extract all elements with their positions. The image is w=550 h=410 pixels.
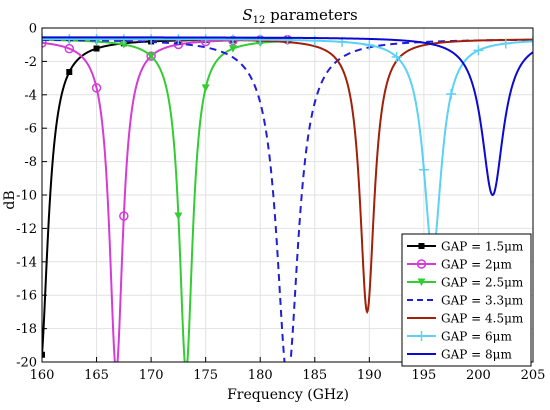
plot-area xyxy=(42,34,533,362)
series-line xyxy=(42,38,288,362)
x-tick-label: 185 xyxy=(302,368,327,383)
legend-label: GAP = 8μm xyxy=(441,348,512,362)
x-axis-label: Frequency (GHz) xyxy=(227,387,349,403)
y-axis-label: dB xyxy=(2,190,18,209)
series-marker xyxy=(174,212,183,221)
series-7 xyxy=(42,36,533,197)
y-tick-label: -8 xyxy=(24,155,37,170)
series-marker xyxy=(119,211,129,221)
y-tick-label: -18 xyxy=(16,322,37,337)
series-marker xyxy=(93,45,100,52)
x-tick-label: 200 xyxy=(466,368,491,383)
x-tick-label: 175 xyxy=(193,368,218,383)
series-marker xyxy=(119,40,128,49)
chart-title: S12 parameters xyxy=(242,6,357,26)
y-tick-label: -4 xyxy=(24,88,37,103)
x-tick-label: 180 xyxy=(248,368,273,383)
y-tick-label: 0 xyxy=(29,22,37,37)
x-tick-label: 165 xyxy=(84,368,109,383)
series-marker xyxy=(201,84,210,92)
x-axis-ticks: 160 165 170 175 180 185 190 195 200 205 xyxy=(30,357,546,383)
legend-label: GAP = 2μm xyxy=(441,258,512,272)
series-marker xyxy=(42,38,47,48)
x-tick-label: 190 xyxy=(357,368,382,383)
series-marker xyxy=(228,45,237,53)
legend-label: GAP = 6μm xyxy=(441,330,512,344)
legend-label: GAP = 1.5μm xyxy=(441,240,524,254)
x-tick-label: 160 xyxy=(30,368,55,383)
legend-entry: GAP = 2μm xyxy=(407,258,512,272)
y-tick-label: -16 xyxy=(16,289,37,304)
y-tick-label: -14 xyxy=(16,255,37,270)
series-marker xyxy=(66,69,73,76)
series-marker xyxy=(42,351,45,358)
series-marker xyxy=(417,278,426,286)
x-tick-label: 195 xyxy=(411,368,436,383)
series-marker xyxy=(418,243,425,249)
legend-box xyxy=(401,233,532,367)
y-tick-label: -20 xyxy=(16,356,37,371)
series-line xyxy=(42,38,533,255)
series-marker xyxy=(64,43,75,54)
legend-entry: GAP = 8μm xyxy=(407,348,512,362)
legend-entry: GAP = 4.5μm xyxy=(407,312,524,326)
series-line xyxy=(42,36,533,197)
series-line xyxy=(42,38,288,355)
series-6 xyxy=(42,34,533,255)
legend-entry: GAP = 1.5μm xyxy=(407,240,524,254)
series-marker xyxy=(147,52,156,61)
y-tick-label: -10 xyxy=(16,189,37,204)
legend-entry: GAP = 3.3μm xyxy=(407,294,524,308)
legend-entry: GAP = 6μm xyxy=(407,330,512,344)
y-tick-label: -2 xyxy=(24,55,37,70)
series-marker xyxy=(416,259,427,269)
y-axis-ticks: 0 -2 -4 -6 -8 -10 -12 -14 -16 -18 -20 xyxy=(16,22,47,371)
legend-label: GAP = 4.5μm xyxy=(441,312,524,326)
series-marker xyxy=(91,83,102,93)
legend: GAP = 1.5μm GAP = 2μm GAP = 2.5μm GAP = 3.3… xyxy=(401,233,532,367)
legend-label: GAP = 3.3μm xyxy=(441,294,524,308)
legend-label: GAP = 2.5μm xyxy=(441,276,524,290)
y-tick-label: -12 xyxy=(16,222,37,237)
series-line xyxy=(42,38,288,362)
series-3 xyxy=(42,36,292,362)
x-tick-label: 170 xyxy=(139,368,164,383)
x-tick-label: 205 xyxy=(521,368,546,383)
y-tick-label: -6 xyxy=(24,122,37,137)
legend-entry: GAP = 2.5μm xyxy=(407,276,524,290)
